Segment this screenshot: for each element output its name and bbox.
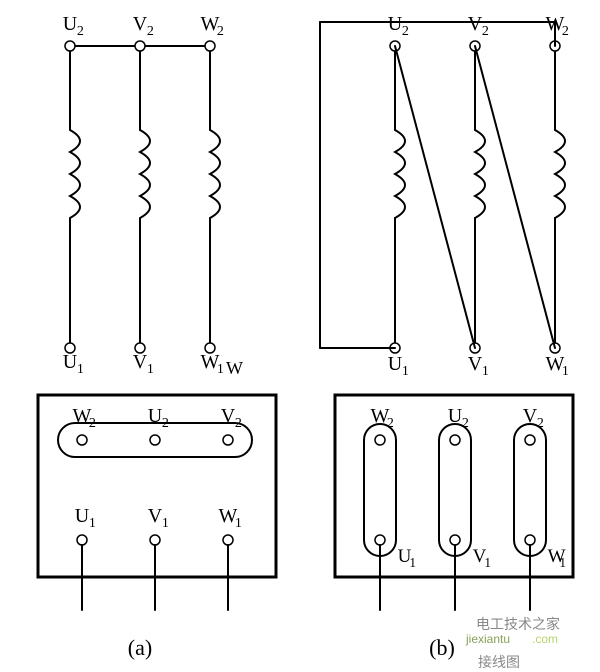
svg-text:2: 2 bbox=[387, 416, 394, 431]
svg-text:2: 2 bbox=[77, 24, 84, 39]
svg-text:1: 1 bbox=[235, 516, 242, 531]
svg-text:1: 1 bbox=[77, 362, 84, 377]
svg-text:2: 2 bbox=[462, 416, 469, 431]
svg-text:U: U bbox=[148, 405, 163, 427]
svg-text:2: 2 bbox=[562, 24, 569, 39]
svg-text:V: V bbox=[468, 353, 483, 375]
svg-text:W: W bbox=[226, 358, 243, 378]
svg-text:V: V bbox=[523, 405, 538, 427]
svg-text:U: U bbox=[388, 13, 403, 35]
svg-text:U: U bbox=[63, 351, 78, 373]
svg-text:(b): (b) bbox=[429, 635, 455, 660]
svg-text:V: V bbox=[133, 13, 148, 35]
svg-text:2: 2 bbox=[162, 416, 169, 431]
svg-text:1: 1 bbox=[482, 364, 489, 379]
svg-text:2: 2 bbox=[235, 416, 242, 431]
diagram-stage: U2U1V2V1W2W1WW2U1U2V1V2W1(a)U2U1V2V1W2W1… bbox=[0, 0, 600, 667]
svg-text:1: 1 bbox=[559, 555, 566, 570]
svg-text:U: U bbox=[388, 353, 403, 375]
svg-text:1: 1 bbox=[562, 364, 569, 379]
svg-text:2: 2 bbox=[537, 416, 544, 431]
svg-text:1: 1 bbox=[484, 555, 491, 570]
svg-text:2: 2 bbox=[482, 24, 489, 39]
svg-text:1: 1 bbox=[147, 362, 154, 377]
svg-text:1: 1 bbox=[89, 516, 96, 531]
svg-text:U: U bbox=[63, 13, 78, 35]
svg-text:2: 2 bbox=[402, 24, 409, 39]
svg-text:2: 2 bbox=[147, 24, 154, 39]
svg-text:2: 2 bbox=[217, 24, 224, 39]
svg-text:2: 2 bbox=[89, 416, 96, 431]
svg-text:V: V bbox=[221, 405, 236, 427]
svg-text:V: V bbox=[468, 13, 483, 35]
svg-text:1: 1 bbox=[217, 362, 224, 377]
svg-text:1: 1 bbox=[409, 555, 416, 570]
diagram-svg: U2U1V2V1W2W1WW2U1U2V1V2W1(a)U2U1V2V1W2W1… bbox=[0, 0, 600, 667]
svg-text:1: 1 bbox=[162, 516, 169, 531]
svg-text:U: U bbox=[448, 405, 463, 427]
svg-text:(a): (a) bbox=[128, 635, 152, 660]
svg-text:1: 1 bbox=[402, 364, 409, 379]
svg-text:V: V bbox=[148, 505, 163, 527]
svg-text:U: U bbox=[75, 505, 90, 527]
svg-text:V: V bbox=[133, 351, 148, 373]
